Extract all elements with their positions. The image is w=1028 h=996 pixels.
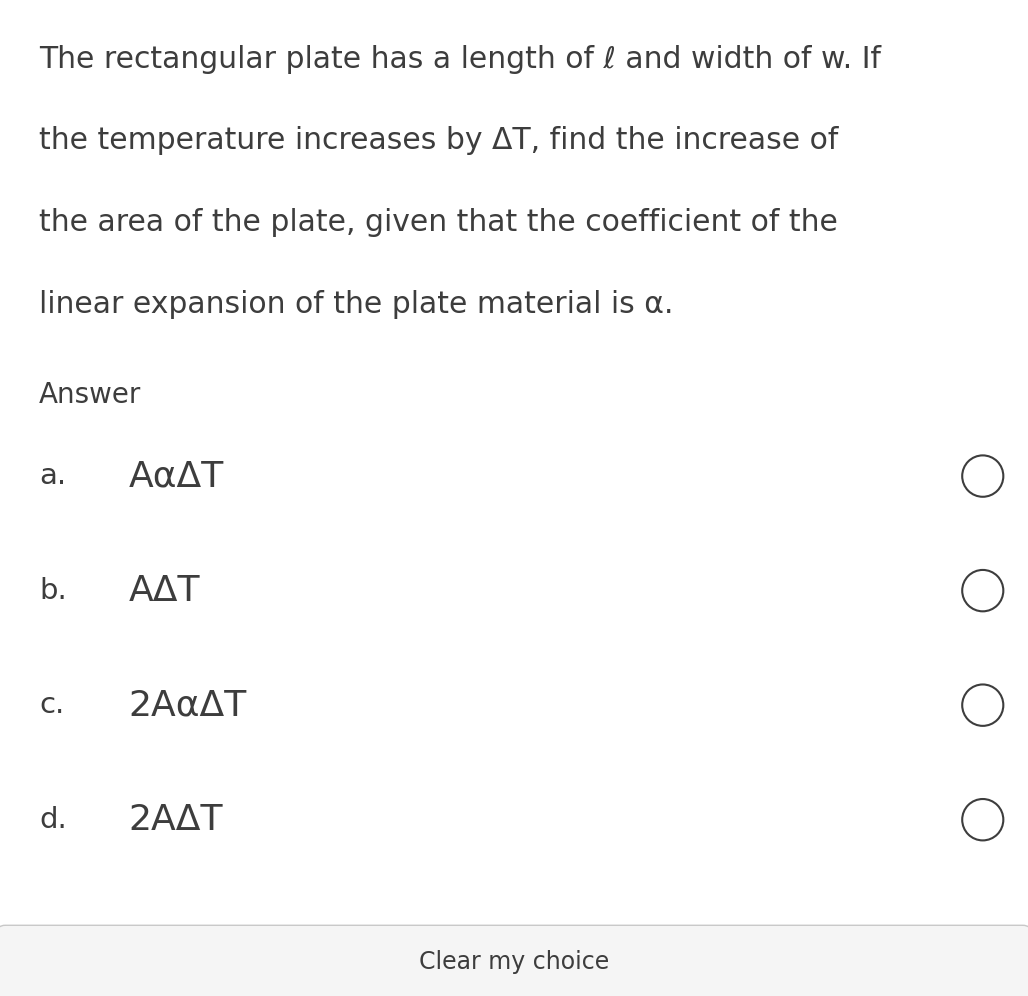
Text: linear expansion of the plate material is α.: linear expansion of the plate material i… [39, 290, 673, 319]
Text: The rectangular plate has a length of ℓ and width of w. If: The rectangular plate has a length of ℓ … [39, 45, 881, 74]
Text: AαΔT: AαΔT [128, 459, 224, 493]
Text: AΔT: AΔT [128, 574, 200, 608]
Text: Clear my choice: Clear my choice [418, 950, 610, 974]
Text: a.: a. [39, 462, 66, 490]
Text: d.: d. [39, 806, 67, 834]
Text: 2AΔT: 2AΔT [128, 803, 223, 837]
FancyBboxPatch shape [0, 925, 1028, 996]
Text: 2AαΔT: 2AαΔT [128, 688, 247, 722]
Text: Answer: Answer [39, 381, 142, 409]
Text: b.: b. [39, 577, 67, 605]
Text: the area of the plate, given that the coefficient of the: the area of the plate, given that the co… [39, 208, 838, 237]
Text: c.: c. [39, 691, 65, 719]
Text: the temperature increases by ΔT, find the increase of: the temperature increases by ΔT, find th… [39, 126, 839, 155]
